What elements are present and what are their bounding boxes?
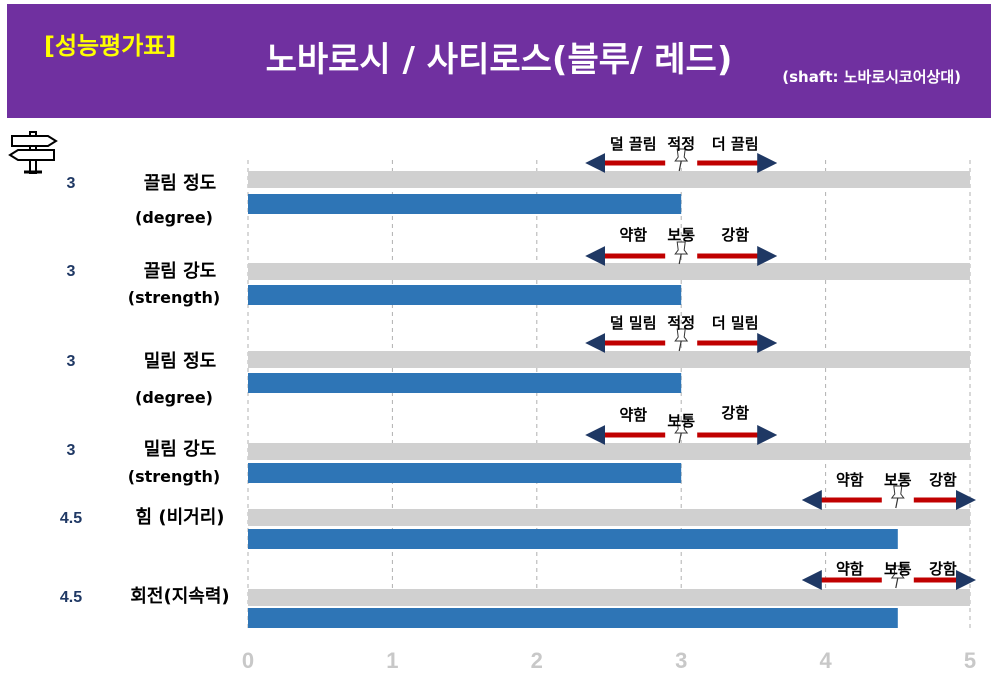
row-sublabel: (strength) <box>128 288 220 307</box>
mid-annotation: 보통 <box>884 560 912 578</box>
row-sublabel: (degree) <box>135 208 213 227</box>
value-bar <box>248 529 898 549</box>
chart-row: 3 밀림 강도(strength)약함 보통 강함 <box>67 404 970 486</box>
signpost-icon <box>8 131 58 174</box>
pushpin-head <box>674 241 689 255</box>
chart-row: 4.5 회전(지속력) 약함 보통 강함 <box>60 560 976 628</box>
score-value: 3 <box>67 442 76 459</box>
row-label: 끌림 정도 <box>144 173 217 194</box>
chart-row: 4.5 힘 (비거리) 약함 보통 강함 <box>60 471 976 549</box>
row-label: 끌림 강도 <box>144 261 217 282</box>
chart-row: 3 끌림 강도 (strength) 약함 보통 강함 <box>67 226 970 307</box>
chart-rows: 3 끌림 정도(degree)덜 끌림 적정 더 끌림3 끌림 강도(strength)… <box>60 135 976 628</box>
row-sublabel: (degree) <box>135 388 213 407</box>
scale-track <box>248 443 970 460</box>
row-label: 밀림 정도 <box>144 351 217 372</box>
pushpin-head <box>674 328 689 342</box>
mid-annotation: 보통 <box>667 226 695 244</box>
right-annotation: 더 끌림 <box>712 135 759 153</box>
left-annotation: 약함 <box>619 226 647 244</box>
score-value: 4.5 <box>60 589 82 606</box>
left-annotation: 약함 <box>836 471 864 489</box>
x-tick-label: 2 <box>531 648 543 673</box>
right-annotation: 강함 <box>721 404 749 422</box>
pushpin-needle <box>895 497 899 509</box>
row-label: 회전(지속력) <box>130 586 229 607</box>
scale-track <box>248 589 970 606</box>
pushpin-icon <box>674 241 689 265</box>
score-value: 3 <box>67 263 76 280</box>
header-banner: [성능평가표] 노바로시 / 사티로스(블루/ 레드) (shaft: 노바로시… <box>7 4 991 118</box>
row-label: 힘 (비거리) <box>136 507 225 528</box>
pushpin-head <box>890 485 905 499</box>
value-bar <box>248 285 682 305</box>
pushpin-head <box>890 565 905 579</box>
x-tick-label: 1 <box>386 648 398 673</box>
x-tick-label: 4 <box>819 648 832 673</box>
value-bar <box>248 463 682 483</box>
chart-row: 3 끌림 정도 (degree) 덜 끌림 적정 더 끌림 <box>67 135 970 227</box>
pushpin-needle <box>678 253 682 265</box>
right-annotation: 강함 <box>929 560 957 578</box>
scale-track <box>248 351 970 368</box>
pushpin-needle <box>678 340 682 352</box>
pushpin-head <box>674 420 689 434</box>
x-tick-label: 5 <box>964 648 976 673</box>
value-bar <box>248 608 898 628</box>
x-tick-label: 0 <box>242 648 254 673</box>
value-bar <box>248 194 682 214</box>
row-label: 밀림 강도 <box>144 439 217 460</box>
right-annotation: 강함 <box>721 226 749 244</box>
mid-annotation: 보통 <box>884 471 912 489</box>
pushpin-icon <box>674 420 689 444</box>
shaft-subtitle: (shaft: 노바로시코어상대) <box>782 68 961 86</box>
left-annotation: 덜 끌림 <box>610 135 657 153</box>
value-bar <box>248 373 682 393</box>
pushpin-icon <box>890 485 905 509</box>
grid-lines <box>247 160 971 632</box>
pushpin-icon <box>890 565 905 589</box>
evaluation-tag: [성능평가표] <box>44 32 177 60</box>
pushpin-needle <box>678 160 682 172</box>
right-annotation: 강함 <box>929 471 957 489</box>
x-axis-ticks: 0 1 2 3 4 5 <box>242 648 976 673</box>
score-value: 3 <box>67 353 76 370</box>
row-sublabel: (strength) <box>128 467 220 486</box>
left-annotation: 약함 <box>619 406 647 424</box>
chart-row: 3 밀림 정도 (degree) 덜 밀림 적정 더 밀림 <box>67 314 970 407</box>
pushpin-icon <box>674 328 689 352</box>
scale-track <box>248 171 970 188</box>
mid-annotation: 적정 <box>667 135 695 153</box>
page-title: 노바로시 / 사티로스(블루/ 레드) <box>265 40 733 80</box>
score-value: 4.5 <box>60 510 82 527</box>
pushpin-needle <box>895 577 899 589</box>
mid-annotation: 보통 <box>667 412 695 430</box>
mid-annotation: 적정 <box>667 314 695 332</box>
x-tick-label: 3 <box>675 648 687 673</box>
score-value: 3 <box>67 175 76 192</box>
pushpin-needle <box>678 432 682 444</box>
left-annotation: 덜 밀림 <box>610 314 657 332</box>
pushpin-head <box>674 148 689 162</box>
scale-track <box>248 263 970 280</box>
scale-track <box>248 509 970 526</box>
right-annotation: 더 밀림 <box>712 314 759 332</box>
pushpin-icon <box>674 148 689 172</box>
left-annotation: 약함 <box>836 560 864 578</box>
